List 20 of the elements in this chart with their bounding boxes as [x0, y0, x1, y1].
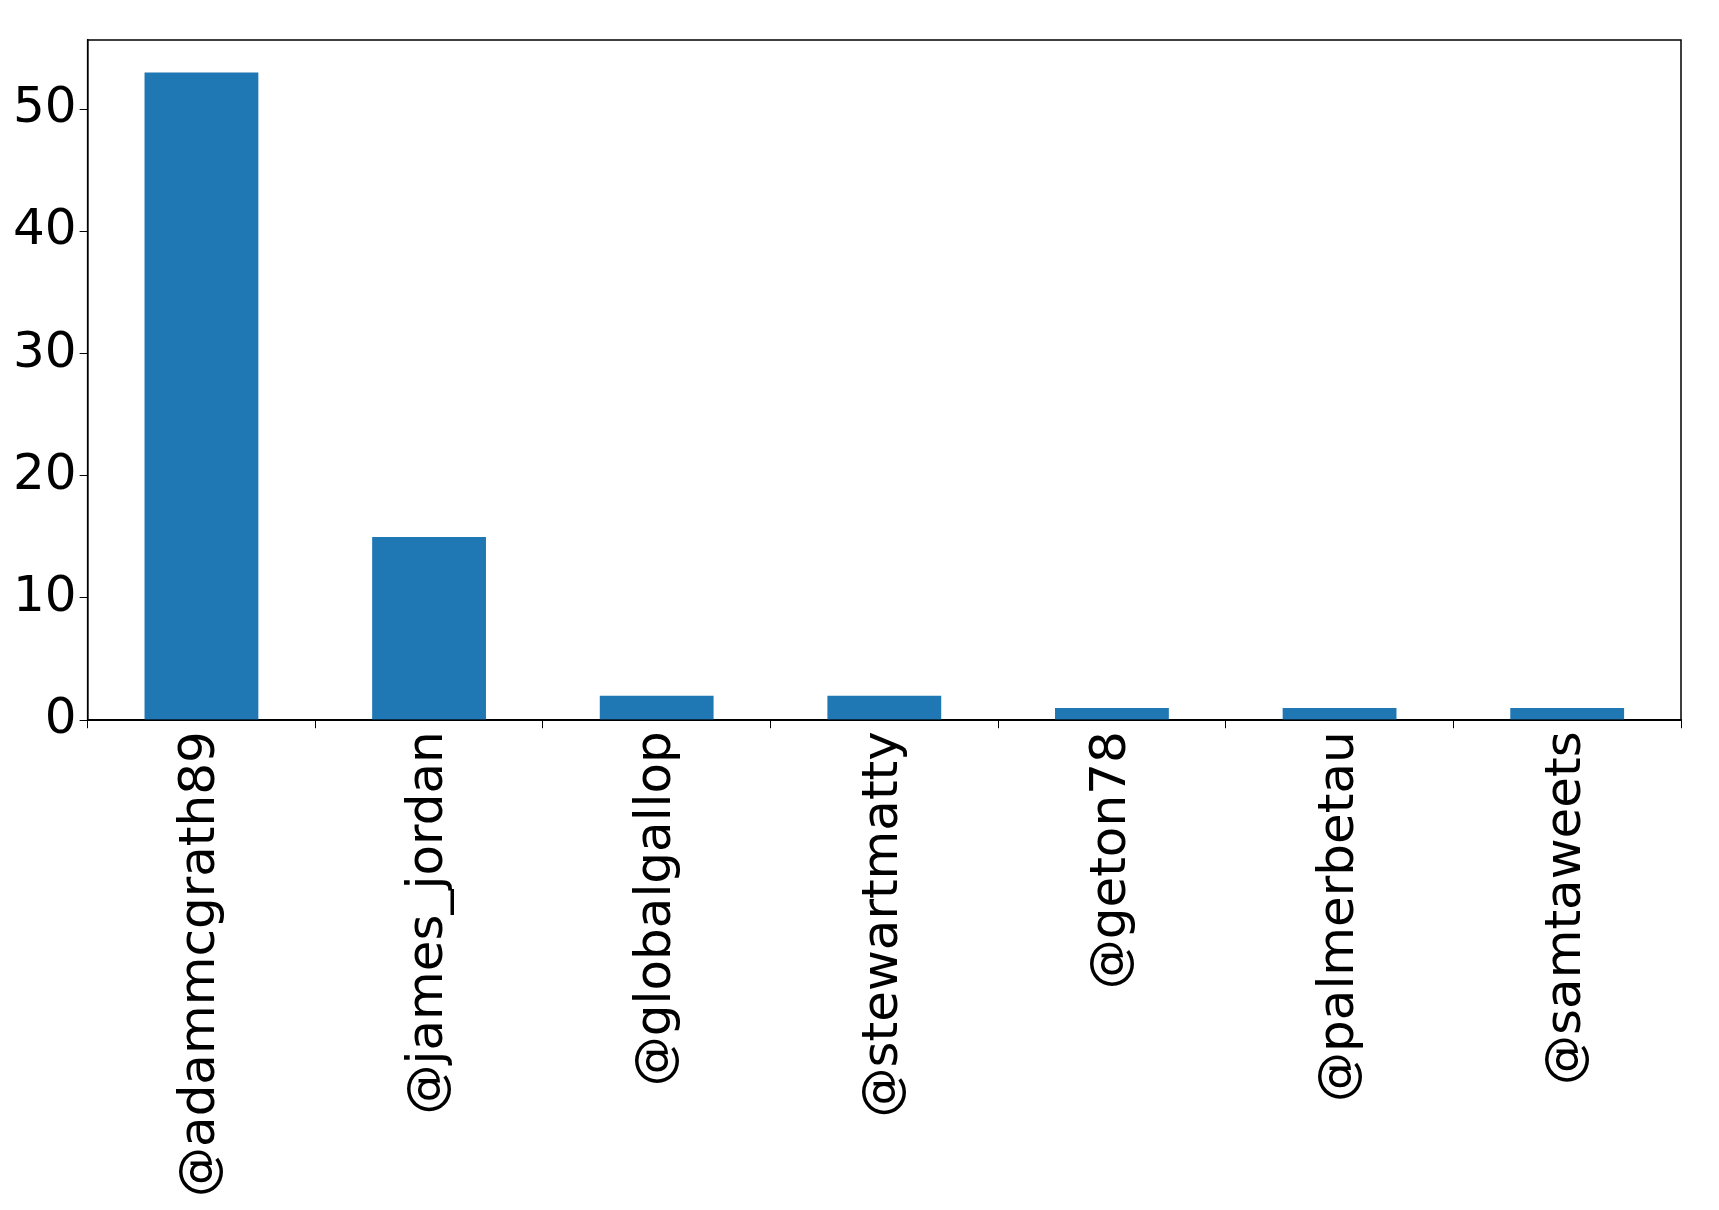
bar [827, 695, 942, 720]
bar [599, 695, 714, 720]
y-tick-label: 10 [13, 564, 77, 623]
y-tick-label: 50 [13, 76, 77, 135]
bar [1510, 708, 1625, 720]
bar [144, 72, 259, 720]
bar [1055, 708, 1169, 720]
x-tick-label: @palmerbetau [1306, 731, 1365, 1102]
y-tick-label: 40 [13, 198, 77, 257]
y-tick-label: 0 [44, 687, 77, 746]
y-tick-label: 30 [13, 320, 77, 379]
bar [1282, 708, 1397, 720]
x-tick-label: @samtaweets [1534, 731, 1593, 1085]
x-tick-label: @globalgallop [623, 731, 682, 1087]
x-tick-label: @geton78 [1078, 731, 1137, 990]
bar [372, 536, 486, 720]
y-tick-label: 20 [13, 442, 77, 501]
x-tick-label: @stewartmatty [851, 731, 910, 1118]
x-tick-label: @james_jordan [396, 731, 455, 1115]
x-tick-label: @adammcgrath89 [168, 731, 227, 1198]
